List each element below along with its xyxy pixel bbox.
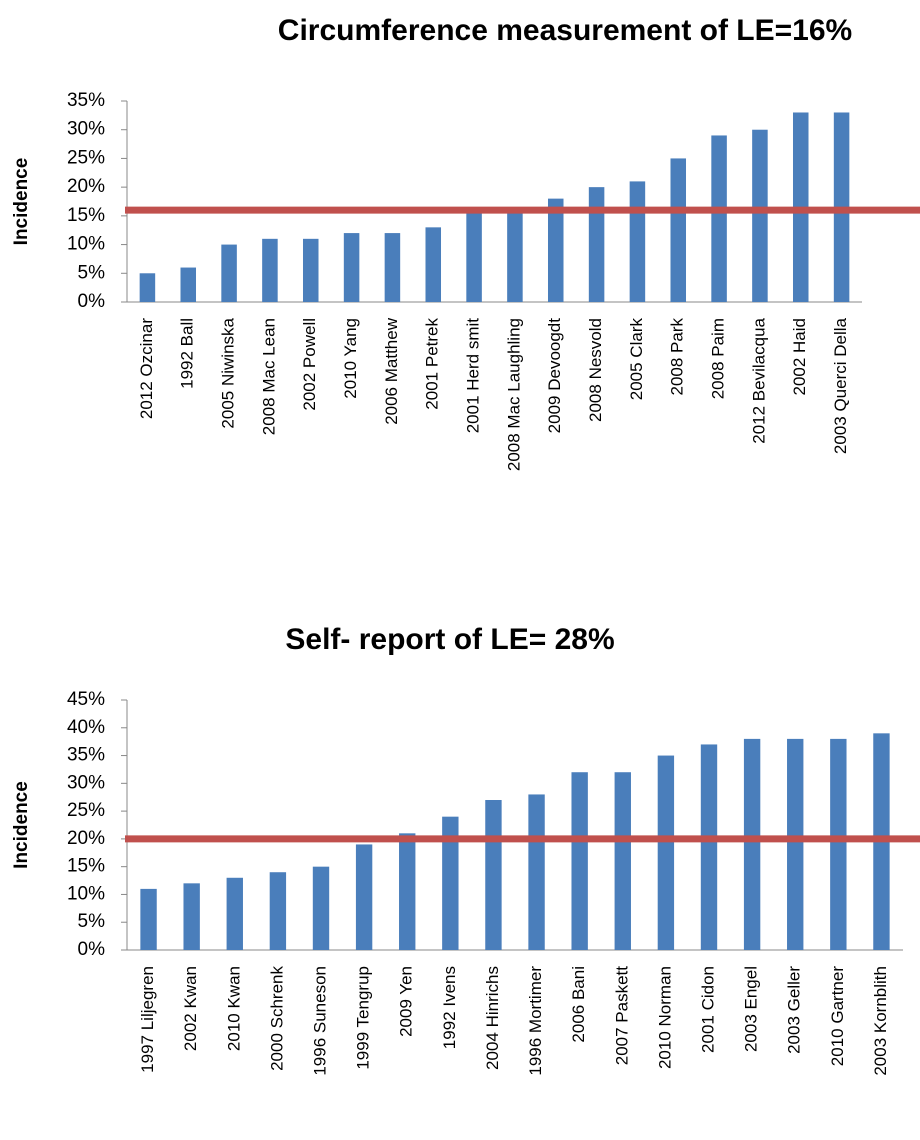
bar xyxy=(528,794,545,950)
x-tick-label: 2003 Querci Della xyxy=(831,317,850,454)
bar xyxy=(466,210,482,302)
x-tick-label: 2004 Hinrichs xyxy=(483,966,502,1070)
y-tick-label: 5% xyxy=(78,911,106,932)
x-tick-label: 2008 Nesvold xyxy=(586,318,605,422)
x-tick-label: 2009 Devoogdt xyxy=(545,318,564,434)
bar xyxy=(180,267,197,302)
y-tick-label: 25% xyxy=(67,800,105,821)
bar xyxy=(399,833,416,950)
bar xyxy=(343,233,360,302)
bar xyxy=(442,816,459,950)
bar xyxy=(711,135,727,302)
x-tick-label: 2012 Bevilacqua xyxy=(749,317,768,443)
x-tick-label: 2006 Matthew xyxy=(382,317,401,425)
x-tick-label: 2003 Geller xyxy=(785,966,804,1054)
bar xyxy=(743,738,761,950)
bar xyxy=(221,244,237,302)
y-tick-label: 15% xyxy=(67,856,105,877)
x-tick-label: 1992 Ivens xyxy=(440,966,459,1049)
bar xyxy=(571,772,588,950)
y-tick-label: 5% xyxy=(78,262,106,283)
y-tick-label: 10% xyxy=(67,883,105,904)
x-tick-label: 2000 Schrenk xyxy=(267,966,286,1071)
y-tick-label: 45% xyxy=(67,689,105,710)
bar xyxy=(183,883,200,950)
bar xyxy=(700,744,718,950)
bar xyxy=(547,198,564,302)
x-tick-label: 2002 Kwan xyxy=(181,966,200,1051)
bar xyxy=(425,227,442,302)
x-tick-label: 2008 Mac Laughling xyxy=(504,318,523,471)
bar xyxy=(670,158,687,302)
x-tick-label: 1996 Mortimer xyxy=(526,966,545,1076)
y-tick-label: 0% xyxy=(78,291,106,312)
y-tick-label: 20% xyxy=(67,828,105,849)
bar xyxy=(302,238,319,302)
x-tick-label: 2005 Niwinska xyxy=(219,317,238,428)
x-tick-label: 2006 Bani xyxy=(569,966,588,1043)
bar xyxy=(226,877,243,950)
y-tick-label: 30% xyxy=(67,772,105,793)
bar xyxy=(629,181,646,302)
bar xyxy=(485,800,502,950)
y-tick-label: 35% xyxy=(67,745,105,766)
bar xyxy=(752,129,768,302)
bar xyxy=(139,273,156,302)
chart-title: Circumference measurement of LE=16% xyxy=(278,14,852,47)
x-tick-label: 2001 Cidon xyxy=(698,966,717,1053)
y-tick-label: 30% xyxy=(67,119,105,140)
x-tick-label: 2002 Haid xyxy=(790,318,809,396)
y-tick-label: 20% xyxy=(67,176,105,197)
bar xyxy=(657,755,675,950)
bar xyxy=(262,238,278,302)
bar xyxy=(355,844,373,950)
x-tick-label: 2005 Clark xyxy=(627,318,646,401)
x-tick-label: 2008 Park xyxy=(668,318,687,396)
x-tick-label: 2001 Herd smit xyxy=(464,318,483,434)
x-tick-label: 1997 Liljegren xyxy=(138,966,157,1073)
bar xyxy=(507,210,523,302)
x-tick-label: 2001 Petrek xyxy=(423,318,442,410)
bar xyxy=(312,866,330,950)
bar xyxy=(830,738,847,950)
x-tick-label: 2010 Gartner xyxy=(828,966,847,1067)
x-tick-label: 2008 Paim xyxy=(709,318,728,399)
x-tick-label: 2002 Powell xyxy=(300,318,319,411)
x-tick-label: 2009 Yen xyxy=(397,966,416,1037)
x-tick-label: 2003 Kornblith xyxy=(871,966,890,1076)
bar xyxy=(787,738,804,950)
x-tick-label: 1992 Ball xyxy=(178,318,197,389)
bar xyxy=(140,888,157,950)
y-axis-label: Incidence xyxy=(11,781,32,869)
y-tick-label: 15% xyxy=(67,205,105,226)
y-tick-label: 40% xyxy=(67,717,105,738)
y-tick-label: 10% xyxy=(67,234,105,255)
y-axis-label: Incidence xyxy=(11,158,32,246)
bar xyxy=(588,187,605,302)
bar xyxy=(384,233,401,302)
x-tick-label: 2007 Paskett xyxy=(612,966,631,1066)
y-tick-label: 35% xyxy=(67,90,105,111)
x-tick-label: 2012 Ozcinar xyxy=(137,318,156,419)
x-tick-label: 2008 Mac Lean xyxy=(259,318,278,435)
bar xyxy=(269,872,287,950)
y-tick-label: 0% xyxy=(78,939,106,960)
x-tick-label: 2010 Kwan xyxy=(224,966,243,1051)
x-tick-label: 1996 Suneson xyxy=(310,966,329,1076)
x-tick-label: 2003 Engel xyxy=(742,966,761,1052)
bar xyxy=(614,772,631,950)
x-tick-label: 2010 Yang xyxy=(341,318,360,399)
y-tick-label: 25% xyxy=(67,147,105,168)
chart-title: Self- report of LE= 28% xyxy=(285,623,614,656)
x-tick-label: 2010 Norman xyxy=(655,966,674,1069)
x-tick-label: 1999 Tengrup xyxy=(354,966,373,1070)
